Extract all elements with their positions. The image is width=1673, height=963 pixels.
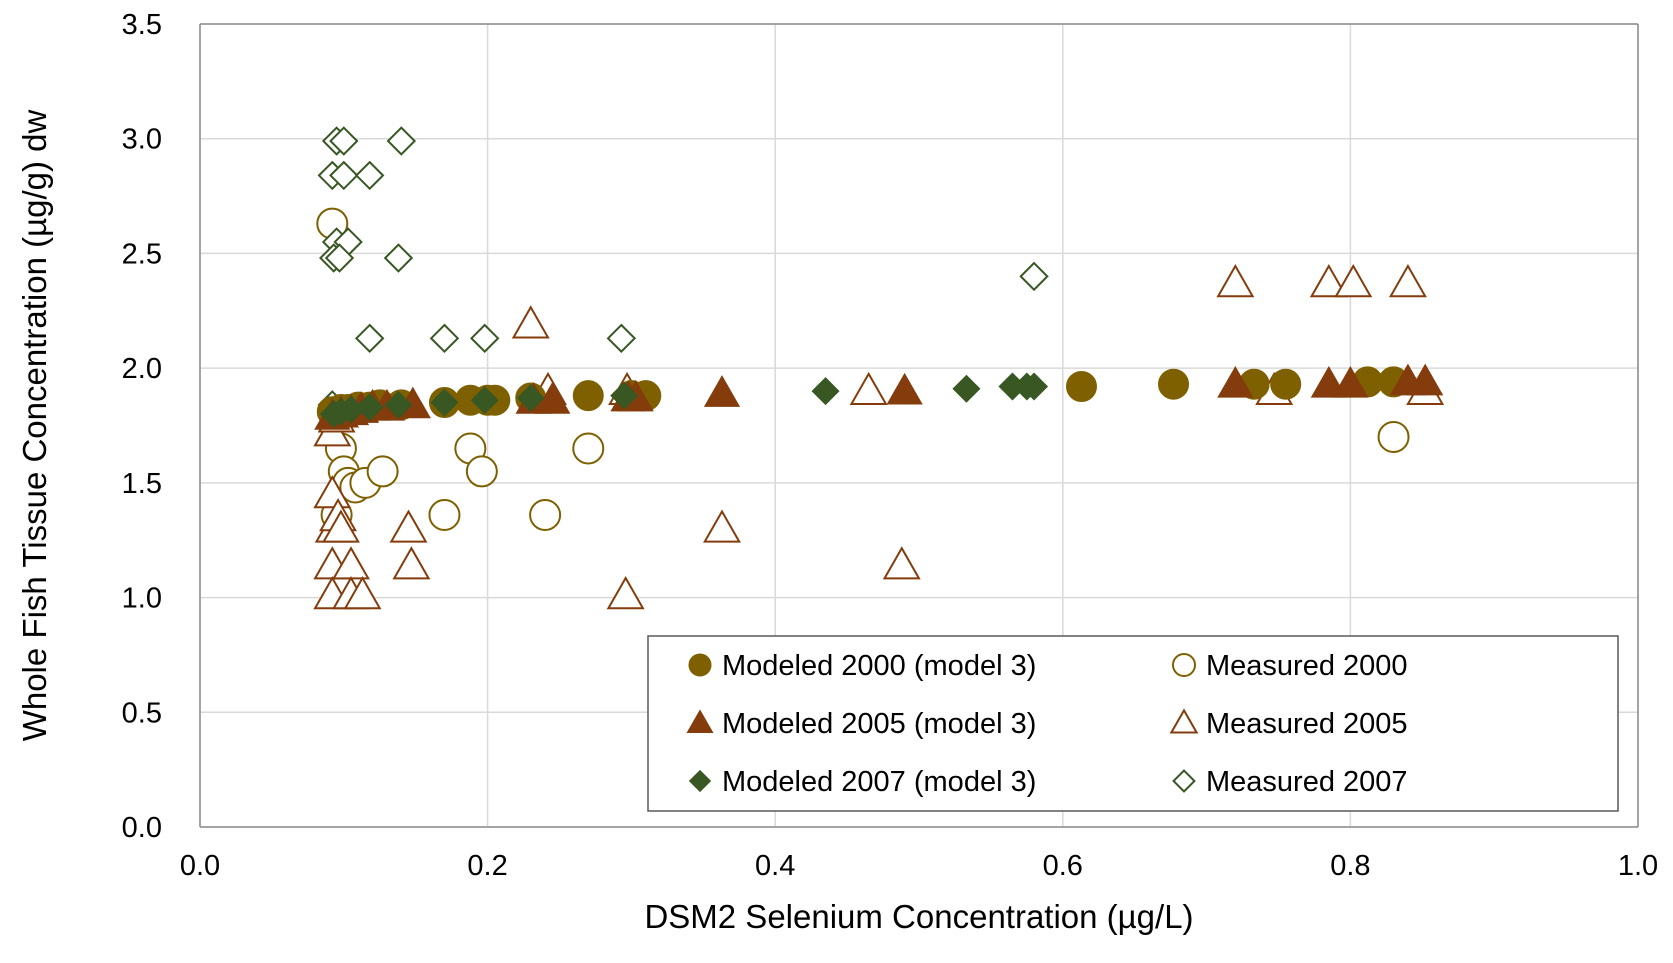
data-point [1217, 365, 1254, 398]
y-tick-label: 3.5 [122, 9, 162, 41]
data-point [1158, 368, 1190, 400]
data-point [465, 455, 498, 488]
legend-label: Measured 2000 [1206, 650, 1408, 682]
data-point [1065, 370, 1097, 402]
data-point [354, 323, 385, 354]
data-point [610, 381, 639, 410]
x-tick-label: 0.2 [467, 850, 507, 882]
legend-marker [686, 709, 714, 733]
data-point [389, 509, 428, 543]
data-markers [313, 126, 1445, 610]
data-point [1332, 365, 1369, 398]
axes [199, 23, 1639, 828]
data-point [392, 546, 431, 580]
data-point [343, 576, 382, 610]
x-axis-title: DSM2 Selenium Concentration (µg/L) [644, 898, 1193, 935]
data-point [383, 243, 414, 273]
legend-marker [1172, 653, 1196, 677]
x-tick-label: 0.6 [1043, 850, 1083, 882]
data-point [313, 475, 352, 509]
y-tick-label: 0.0 [122, 812, 162, 844]
legend: Modeled 2000 (model 3) Measured 2000 Model… [647, 635, 1619, 812]
data-point [529, 498, 562, 531]
series-5 [317, 126, 1049, 420]
data-point [384, 390, 413, 419]
data-point [882, 546, 921, 580]
legend-label: Modeled 2007 (model 3) [722, 766, 1036, 798]
data-point [572, 432, 605, 465]
x-tick-label: 0.8 [1330, 850, 1370, 882]
x-tick-label: 1.0 [1618, 850, 1658, 882]
data-point [703, 509, 741, 543]
data-point [386, 126, 417, 156]
x-tick-label: 0.0 [180, 850, 220, 882]
y-tick-label: 1.5 [122, 468, 162, 500]
data-point [430, 388, 459, 417]
data-point [321, 509, 360, 543]
legend-label: Measured 2007 [1206, 766, 1408, 798]
data-point [329, 126, 359, 156]
data-point [470, 323, 500, 354]
legend-box [647, 635, 1619, 812]
legend-label: Measured 2005 [1206, 708, 1408, 740]
y-tick-label: 3.0 [122, 124, 162, 156]
data-point [366, 455, 399, 488]
data-point [1020, 372, 1049, 401]
data-point [606, 323, 637, 354]
data-point [606, 576, 645, 610]
y-tick-label: 0.5 [122, 697, 162, 729]
data-point [511, 305, 550, 339]
legend-label: Modeled 2005 (model 3) [722, 708, 1036, 740]
data-point [516, 383, 545, 412]
data-point [572, 380, 604, 412]
data-point [849, 371, 888, 406]
data-point [1334, 263, 1373, 298]
data-point [470, 386, 499, 415]
x-tick-labels: 0.0 0.2 0.4 0.6 0.8 1.0 [180, 850, 1658, 882]
data-point [1216, 263, 1255, 298]
data-point [703, 375, 741, 407]
data-point [355, 393, 384, 422]
data-point [1019, 261, 1049, 292]
legend-marker [688, 653, 712, 677]
data-point [354, 160, 385, 191]
y-axis-title: Whole Fish Tissue Concentration (µg/g) d… [16, 110, 53, 742]
data-point [329, 160, 359, 191]
y-tick-label: 2.5 [122, 238, 162, 270]
data-point [429, 323, 460, 354]
data-point [1407, 363, 1444, 396]
series-4 [319, 372, 1049, 429]
data-point [1309, 263, 1348, 298]
legend-label: Modeled 2000 (model 3) [722, 650, 1036, 682]
x-tick-label: 0.4 [755, 850, 795, 882]
data-point [952, 374, 981, 403]
data-point [1388, 263, 1427, 298]
data-point [886, 372, 923, 405]
data-point [811, 377, 840, 406]
y-tick-labels: 0.0 0.5 1.0 1.5 2.0 2.5 3.0 3.5 [122, 9, 162, 844]
legend-marker [1172, 769, 1196, 793]
y-tick-label: 2.0 [122, 353, 162, 385]
data-point [1377, 420, 1410, 453]
legend-marker [1169, 708, 1199, 734]
data-point [1270, 368, 1302, 400]
y-tick-label: 1.0 [122, 583, 162, 615]
data-point [428, 498, 461, 531]
data-point [324, 243, 355, 273]
legend-marker [688, 769, 712, 793]
